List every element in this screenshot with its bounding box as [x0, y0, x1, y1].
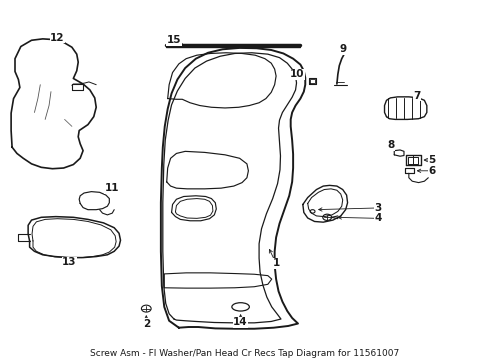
Text: 7: 7 — [412, 91, 420, 101]
Text: 5: 5 — [427, 155, 434, 165]
Text: 4: 4 — [374, 213, 381, 223]
Text: 10: 10 — [289, 69, 304, 79]
Text: Screw Asm - Fl Washer/Pan Head Cr Recs Tap Diagram for 11561007: Screw Asm - Fl Washer/Pan Head Cr Recs T… — [90, 349, 398, 358]
Text: 1: 1 — [272, 258, 279, 269]
Text: 2: 2 — [142, 319, 150, 329]
Text: 12: 12 — [50, 33, 64, 43]
Text: 8: 8 — [387, 140, 394, 150]
Text: 9: 9 — [339, 44, 346, 54]
Text: 6: 6 — [427, 166, 434, 176]
Text: 15: 15 — [166, 35, 181, 45]
Text: 3: 3 — [374, 203, 381, 213]
Text: 11: 11 — [105, 183, 119, 193]
Text: 13: 13 — [62, 257, 77, 267]
Text: 14: 14 — [233, 318, 247, 328]
